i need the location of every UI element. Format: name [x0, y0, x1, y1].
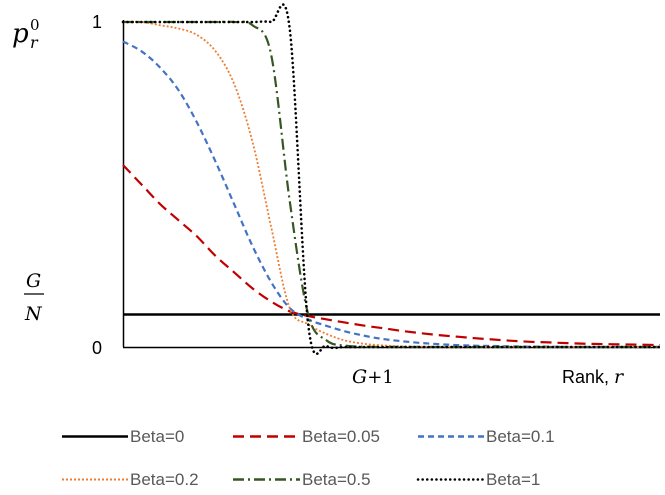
x-axis-label-text: Rank,: [562, 367, 614, 387]
series-line-beta-0-2: [122, 20, 660, 348]
g-over-n-denominator: N: [24, 303, 43, 325]
x-marker-label: G+1: [352, 366, 394, 388]
legend-label-beta-0-5: Beta=0.5: [302, 470, 371, 489]
legend-item-beta-0-5: Beta=0.5: [233, 470, 371, 489]
legend-label-beta-0-05: Beta=0.05: [302, 427, 380, 446]
legend-label-beta-1: Beta=1: [486, 470, 540, 489]
series-line-beta-0-05: [122, 164, 661, 347]
y-axis-label-superscript: 0: [30, 16, 40, 34]
legend: Beta=0 Beta=0.05 Beta=0.1 Beta=0.2 Beta=…: [62, 427, 555, 489]
x-axis-label-var: r: [614, 366, 625, 388]
legend-item-beta-0-1: Beta=0.1: [418, 427, 555, 446]
legend-label-beta-0: Beta=0: [130, 427, 184, 446]
y-axis-label-subscript: r: [30, 33, 39, 52]
x-axis-label: Rank, r: [562, 366, 625, 388]
legend-item-beta-0-05: Beta=0.05: [233, 427, 380, 446]
series-group: [121, 3, 662, 355]
legend-item-beta-1: Beta=1: [416, 470, 540, 489]
y-axis-label: p: [12, 19, 29, 49]
series-line-beta-1: [121, 3, 662, 355]
legend-label-beta-0-2: Beta=0.2: [130, 470, 199, 489]
y-tick-label-bottom: 0: [92, 338, 102, 358]
y-axis-label-base: p: [12, 19, 29, 49]
y-tick-label-top: 1: [92, 12, 102, 32]
series-line-beta-0-1: [122, 40, 660, 349]
legend-label-beta-0-1: Beta=0.1: [486, 427, 555, 446]
x-marker-var: G: [352, 366, 367, 388]
legend-item-beta-0-2: Beta=0.2: [62, 470, 199, 489]
g-over-n-numerator: G: [26, 270, 41, 292]
series-line-beta-0-5: [122, 20, 660, 349]
legend-item-beta-0: Beta=0: [62, 427, 184, 446]
x-marker-rest: +1: [367, 367, 394, 388]
